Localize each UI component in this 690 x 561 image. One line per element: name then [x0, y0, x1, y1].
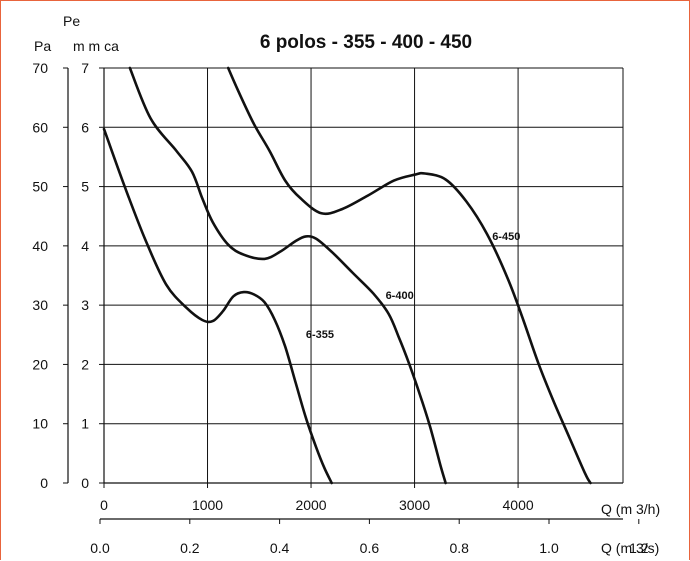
chart-title: 6 polos - 355 - 400 - 450: [260, 32, 472, 53]
y-mmca-tick-label: 3: [81, 297, 89, 313]
labels: 6 polos - 355 - 400 - 450 Pa Pe m m ca Q…: [32, 13, 660, 556]
series-label-6-355: 6-355: [306, 329, 334, 341]
y-pa-tick-label: 40: [32, 238, 48, 254]
series-label-6-450: 6-450: [492, 231, 520, 243]
x2-tick-label: 0.4: [270, 540, 290, 556]
x-tick-label: 2000: [295, 497, 326, 513]
x-tick-label: 0: [100, 497, 108, 513]
y-axis-label-mmca: m m ca: [73, 38, 119, 54]
x-tick-label: 4000: [503, 497, 534, 513]
series-label-6-400: 6-400: [386, 290, 414, 302]
y-mmca-tick-label: 4: [81, 238, 89, 254]
axes: [63, 67, 640, 524]
y-pa-tick-label: 60: [32, 119, 48, 135]
x-axis-label-m3s: Q (m 3/s): [601, 540, 659, 556]
y-pa-tick-label: 30: [32, 297, 48, 313]
y-pa-tick-label: 50: [32, 179, 48, 195]
y-mmca-tick-label: 0: [81, 475, 89, 491]
series-line-6-355: [102, 127, 333, 485]
y-pa-tick-label: 10: [32, 416, 48, 432]
grid: [104, 67, 624, 483]
y-mmca-tick-label: 7: [81, 60, 89, 76]
x-tick-label: 1000: [192, 497, 223, 513]
series-line-6-400: [128, 66, 447, 485]
series: [102, 66, 592, 485]
x-axis-label-m3h: Q (m 3/h): [601, 501, 660, 517]
x2-tick-label: 1.2: [629, 540, 649, 556]
y-mmca-tick-label: 1: [81, 416, 89, 432]
y-mmca-tick-label: 2: [81, 356, 89, 372]
x2-tick-label: 0.0: [90, 540, 110, 556]
y-axis-label-pa: Pa: [34, 38, 51, 54]
series-line-6-450: [226, 66, 592, 485]
y-pa-tick-label: 70: [32, 60, 48, 76]
y-axis-label-pe: Pe: [63, 13, 80, 29]
x2-tick-label: 1.0: [539, 540, 559, 556]
x2-tick-label: 0.2: [180, 540, 200, 556]
y-mmca-tick-label: 5: [81, 179, 89, 195]
x2-tick-label: 0.6: [360, 540, 380, 556]
x-tick-label: 3000: [399, 497, 430, 513]
y-pa-tick-label: 20: [32, 356, 48, 372]
y-mmca-tick-label: 6: [81, 119, 89, 135]
x2-tick-label: 0.8: [449, 540, 469, 556]
y-pa-tick-label: 0: [40, 475, 48, 491]
